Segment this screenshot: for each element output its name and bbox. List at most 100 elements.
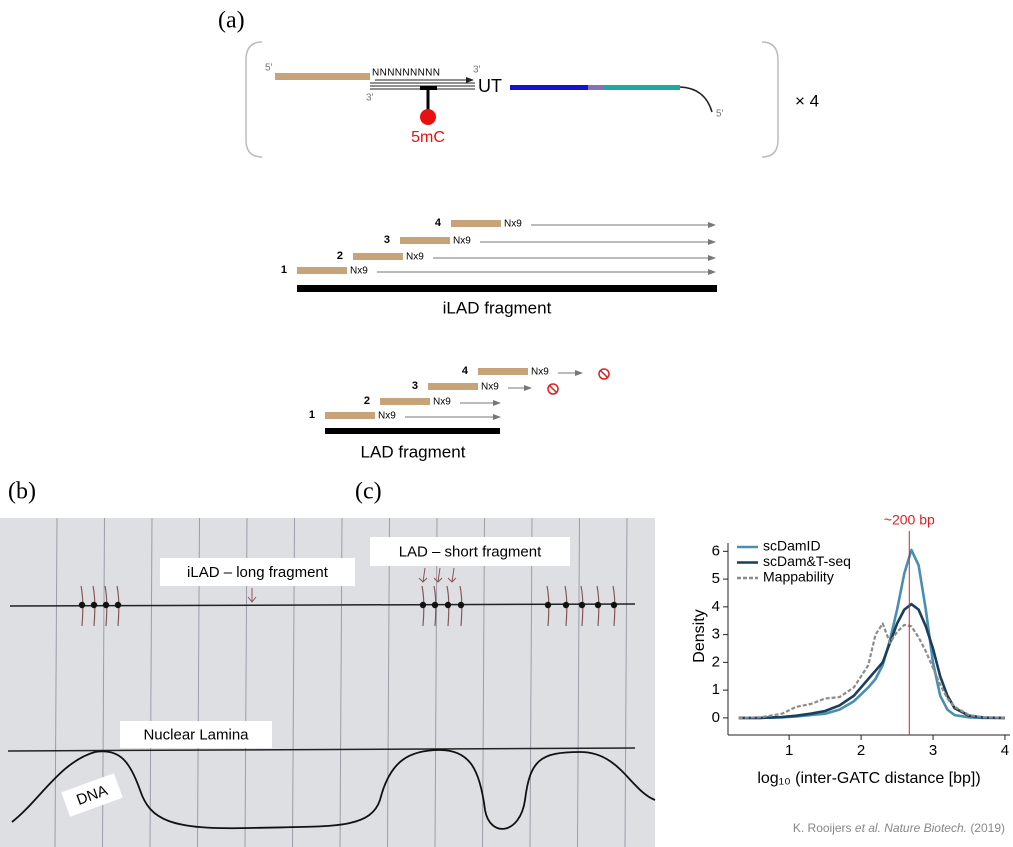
primer-bar [380, 398, 430, 405]
note-text: iLAD – long fragment [187, 564, 329, 581]
primer-label: Nx9 [453, 236, 471, 247]
paper-line [624, 517, 628, 847]
gatc-dot [562, 601, 570, 609]
paper-line [434, 517, 438, 847]
note: iLAD – long fragment [160, 558, 355, 586]
primer-label: Nx9 [531, 367, 549, 378]
note-box [120, 721, 272, 748]
primer-number: 3 [412, 380, 418, 392]
paper-line [149, 517, 153, 847]
lamina [7, 747, 636, 752]
gatc-dot [419, 601, 427, 609]
gatc-dot [544, 601, 552, 609]
y-tick-label: 3 [712, 626, 720, 643]
gatc-dot [78, 601, 86, 609]
y-tick-label: 0 [712, 709, 720, 726]
note-text: Nuclear Lamina [143, 726, 249, 743]
note-box [370, 537, 570, 566]
note-text: LAD – short fragment [399, 543, 542, 560]
note-box [61, 773, 123, 817]
citation-year: (2019) [970, 821, 1005, 835]
note: DNA [61, 773, 123, 817]
citation-journal: Nature Biotech. [884, 821, 967, 835]
panel-label: (c) [355, 479, 382, 505]
gatc-dot [444, 601, 452, 609]
segment [588, 85, 603, 90]
note: LAD – short fragment [370, 537, 570, 566]
legend-label: Mappability [763, 569, 834, 585]
gatc-dot [610, 601, 618, 609]
bracket [761, 41, 779, 158]
primer-bar [400, 237, 450, 244]
gatc-dot [90, 601, 98, 609]
series-line [738, 602, 1006, 720]
y-tick-label: 5 [712, 570, 720, 587]
primer-label: Nx9 [406, 252, 424, 263]
primer-number: 1 [309, 409, 315, 421]
stop-sign [547, 383, 559, 395]
stop-sign [599, 369, 609, 379]
citation-authors: K. Rooijers [793, 821, 852, 835]
primer-label: Nx9 [378, 411, 396, 422]
ut: UT [478, 76, 502, 96]
modification: 5mC [411, 129, 445, 146]
caption: iLAD fragment [443, 298, 552, 317]
pencil-arrow [247, 588, 257, 603]
three-prime: 3' [473, 65, 481, 76]
gatc-dot [102, 601, 110, 609]
dna-strand [9, 603, 636, 607]
y-tick-label: 1 [712, 681, 720, 698]
dna [11, 749, 656, 830]
primer-number: 4 [435, 217, 442, 229]
five-prime: 5' [265, 63, 273, 74]
primer-number: 4 [462, 365, 469, 377]
reference-label: ~200 bp [884, 512, 935, 528]
primer-bar [325, 412, 375, 419]
multiplier: × 4 [795, 91, 819, 110]
legend-label: scDam&T-seq [763, 553, 851, 569]
gatc-dot [594, 601, 602, 609]
gatc-dot [431, 601, 439, 609]
photo: iLAD – long fragment LAD – short fragment… [0, 517, 656, 847]
x-tick-label: 4 [1001, 742, 1009, 759]
fragment [325, 428, 500, 434]
primer-label: Nx9 [433, 397, 451, 408]
pencil-arrow [447, 567, 457, 583]
gatc-dot [578, 601, 586, 609]
note: Nuclear Lamina [120, 721, 272, 748]
y-tick-label: 4 [712, 598, 720, 615]
primer-bar [297, 267, 347, 274]
x-tick-label: 1 [785, 742, 793, 759]
paper-line [577, 517, 580, 847]
x-axis-label: log₁₀ (inter-GATC distance [bp]) [757, 770, 980, 787]
pencil-arrow [418, 567, 428, 583]
gatc-dot [114, 601, 122, 609]
segment [603, 85, 680, 90]
three-prime: 3' [366, 93, 374, 104]
primer-label: Nx9 [350, 266, 368, 277]
paper-line [387, 517, 390, 847]
primer-number: 2 [364, 395, 370, 407]
bracket [245, 41, 263, 158]
primer-bar [275, 73, 370, 80]
primer-bar [353, 253, 403, 260]
panel-label: (a) [218, 8, 245, 34]
stop-sign [598, 368, 610, 380]
methyl [420, 109, 436, 125]
pencil-arrow [433, 567, 443, 583]
legend-label: scDamID [763, 538, 821, 554]
primer-bar [478, 368, 528, 375]
citation: K. Rooijers et al. Nature Biotech. (2019… [793, 821, 1005, 835]
paper-line [529, 517, 533, 847]
random-primer: NNNNNNNNN [372, 68, 440, 79]
citation-etal: et al. [855, 821, 881, 835]
x-tick-label: 2 [857, 742, 865, 759]
x-tick-label: 3 [929, 742, 937, 759]
five-prime: 5' [716, 109, 724, 120]
note-box [160, 558, 355, 586]
fragment [297, 285, 717, 292]
primer-label: Nx9 [481, 382, 499, 393]
tail [679, 86, 713, 113]
series-line [738, 622, 1006, 719]
primer-number: 3 [384, 234, 390, 246]
